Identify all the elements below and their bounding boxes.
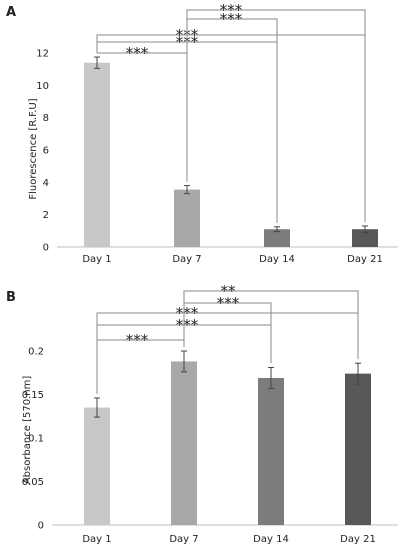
bar-day-21 [352,229,378,247]
significance-bracket: *** [96,331,185,394]
significance-label: *** [176,304,199,322]
y-tick-label: 12 [36,49,49,60]
y-tick-label: 0.1 [28,434,44,445]
y-tick-label: 0.2 [28,347,44,358]
significance-label: *** [126,44,149,62]
y-tick-label: 0.15 [22,390,44,401]
y-tick-label: 0 [43,243,49,254]
x-tick-label: Day 14 [253,534,289,545]
y-tick-label: 6 [43,146,49,157]
significance-label: *** [217,294,240,312]
panel-b-y-axis-label: Absorbance [570 nm] [22,376,33,485]
bar-day-7 [171,361,197,525]
x-tick-label: Day 7 [169,534,198,545]
x-tick-label: Day 21 [347,254,383,265]
y-tick-label: 10 [36,81,49,92]
significance-bracket: ** [183,282,359,360]
significance-bracket: *** [96,44,188,182]
significance-label: *** [126,331,149,349]
significance-bracket: *** [186,1,366,222]
error-bar [94,397,100,418]
y-tick-label: 8 [43,113,49,124]
error-bar [268,367,274,389]
significance-label: *** [220,1,243,19]
bar-day-14 [264,229,290,247]
x-tick-label: Day 21 [340,534,376,545]
error-bar [355,362,361,385]
x-tick-label: Day 7 [172,254,201,265]
error-bar [362,225,368,233]
y-tick-label: 0.05 [22,477,44,488]
x-tick-label: Day 14 [259,254,295,265]
panel-a-y-axis-label: Fluorescence [R.F.U] [28,98,39,199]
x-tick-label: Day 1 [82,254,111,265]
x-tick-label: Day 1 [82,534,111,545]
bar-day-21 [345,373,371,525]
error-bar [274,226,280,233]
y-tick-label: 4 [43,178,49,189]
panel-b-label: B [6,290,16,305]
y-tick-label: 2 [43,210,49,221]
error-bar [94,56,100,69]
bar-day-14 [258,377,284,525]
significance-label: *** [176,316,199,334]
panel-a: A Fluorescence [R.F.U] 0 2 4 6 8 10 12 Day 1 Day… [6,1,398,265]
bar-day-7 [174,189,200,247]
bar-day-1 [84,407,110,525]
error-bar [184,185,190,195]
error-bar [181,350,187,373]
panel-a-label: A [6,5,16,20]
significance-label: *** [220,10,243,28]
y-tick-label: 0 [38,521,44,532]
panel-b: B Absorbance [570 nm] 0 0.05 0.1 0.15 0.2 Day… [6,282,398,545]
significance-label: ** [221,282,237,300]
bar-day-1 [84,62,110,248]
